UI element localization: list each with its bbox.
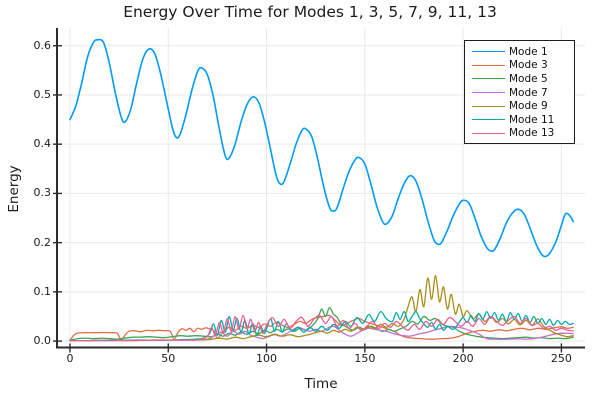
series-line-mode-1 <box>69 38 574 258</box>
legend-line-sample <box>472 78 505 80</box>
legend-item-mode-5: Mode 5 <box>465 72 574 86</box>
x-axis-label: Time <box>304 376 338 392</box>
chart-title: Energy Over Time for Modes 1, 3, 5, 7, 9… <box>123 3 497 21</box>
legend-label: Mode 1 <box>509 45 548 58</box>
legend-line-sample <box>472 105 505 107</box>
legend-label: Mode 11 <box>509 113 555 126</box>
x-tick-label-0: 0 <box>66 352 74 365</box>
legend-line-sample <box>472 64 505 66</box>
y-tick-label-0.5: 0.5 <box>33 87 52 101</box>
x-tick-label-150: 150 <box>354 352 376 365</box>
legend-item-mode-13: Mode 13 <box>465 127 574 141</box>
y-tick-label-0.3: 0.3 <box>33 186 52 200</box>
series-line-mode-5 <box>69 306 574 341</box>
legend-label: Mode 5 <box>509 72 548 85</box>
legend-line-sample <box>472 119 505 121</box>
x-tick-label-250: 250 <box>550 352 572 365</box>
legend-line-sample <box>472 132 505 134</box>
legend-item-mode-1: Mode 1 <box>465 45 574 59</box>
y-tick-label-0.4: 0.4 <box>33 137 52 151</box>
x-tick-label-100: 100 <box>256 352 278 365</box>
series-line-mode-13 <box>69 314 574 342</box>
legend-item-mode-11: Mode 11 <box>465 113 574 127</box>
legend-item-mode-3: Mode 3 <box>465 59 574 73</box>
legend-label: Mode 7 <box>509 86 548 99</box>
series-line-mode-7 <box>69 325 574 342</box>
legend-item-mode-7: Mode 7 <box>465 86 574 100</box>
legend-line-sample <box>472 92 505 94</box>
legend-label: Mode 13 <box>509 127 555 140</box>
legend-line-sample <box>472 51 505 53</box>
legend-item-mode-9: Mode 9 <box>465 99 574 113</box>
legend-label: Mode 3 <box>509 59 548 72</box>
y-tick-label-0.6: 0.6 <box>33 38 52 52</box>
y-tick-label-0.2: 0.2 <box>33 235 52 249</box>
x-tick-label-50: 50 <box>161 352 176 365</box>
series-line-mode-11 <box>69 310 574 342</box>
series-line-mode-3 <box>69 314 574 342</box>
y-tick-label-0.1: 0.1 <box>33 284 52 298</box>
legend-label: Mode 9 <box>509 100 548 113</box>
x-tick-label-200: 200 <box>452 352 474 365</box>
legend: Mode 1 Mode 3 Mode 5 Mode 7 Mode 9 Mode 11 Mod… <box>464 40 575 145</box>
y-tick-label-0.0: 0.0 <box>33 334 52 348</box>
